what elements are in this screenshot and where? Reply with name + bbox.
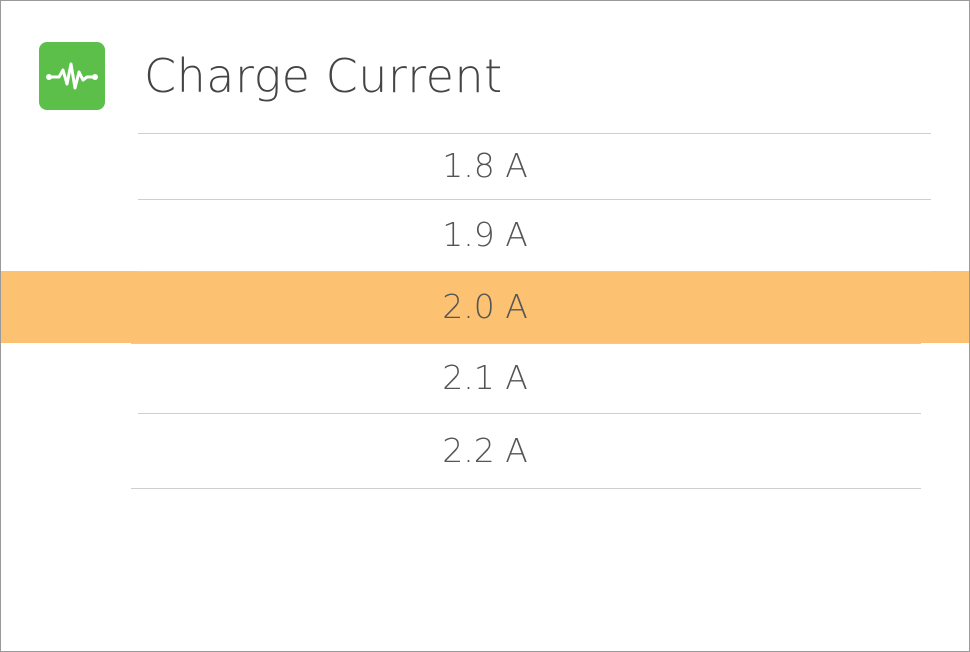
separator bbox=[138, 199, 931, 200]
option-selected[interactable]: 2.0 A bbox=[1, 271, 969, 343]
pulse-icon bbox=[46, 62, 98, 90]
separator bbox=[138, 133, 931, 134]
separator bbox=[138, 271, 931, 272]
separator bbox=[131, 343, 921, 344]
option[interactable]: 2.1 A bbox=[442, 358, 528, 397]
option[interactable]: 2.2 A bbox=[442, 431, 528, 470]
separator bbox=[138, 413, 921, 414]
option[interactable]: 1.9 A bbox=[442, 215, 528, 254]
option[interactable]: 1.8 A bbox=[442, 146, 528, 185]
separator bbox=[131, 488, 921, 489]
app-icon bbox=[39, 42, 105, 110]
page-title: Charge Current bbox=[144, 49, 503, 103]
